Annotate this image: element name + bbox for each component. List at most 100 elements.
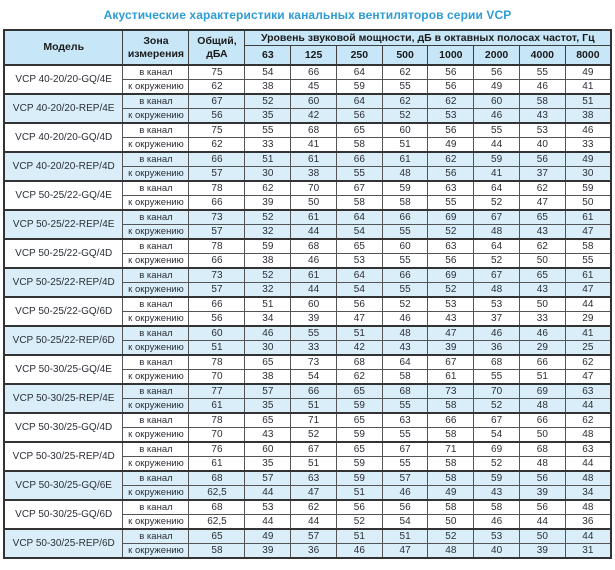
band-value: 60: [381, 122, 429, 138]
band-value: 58: [473, 499, 520, 515]
band-value: 58: [335, 137, 383, 153]
band-value: 58: [335, 195, 383, 211]
band-value: 51: [290, 456, 337, 472]
band-value: 33: [290, 340, 337, 356]
total-dba-value: 66: [188, 195, 246, 211]
model-name: VCP 50-25/22-GQ/6D: [3, 296, 124, 327]
table-row: VCP 50-30/25-GQ/4D в канал 78 65 71 65 63 66 67 6…: [3, 412, 612, 443]
model-name: VCP 40-20/20-GQ/4D: [3, 122, 124, 153]
band-value: 31: [564, 543, 612, 559]
table-row: к окружению 58 39 36 46 47 48 40 39 31: [4, 543, 612, 559]
header-row-frequencies: 63 125 250 500 1000 2000 4000 8000: [4, 45, 612, 66]
band-value: 70: [290, 180, 337, 196]
band-value: 66: [518, 412, 566, 428]
table-row: к окружению 56 34 39 47 46 43 37 33 29: [4, 311, 612, 327]
band-value: 51: [244, 296, 292, 312]
band-value: 58: [427, 427, 475, 443]
band-value: 32: [244, 282, 292, 298]
column-header-octave-bands: Уровень звуковой мощности, дБ в октавных…: [244, 29, 612, 46]
total-dba-value: 57: [188, 166, 246, 182]
table-row: VCP 50-30/25-REP/4D в канал 76 60 67 65 67 71 69…: [3, 441, 612, 472]
band-value: 58: [381, 369, 429, 385]
band-value: 56: [381, 499, 429, 515]
band-value: 51: [335, 325, 383, 341]
band-value: 29: [518, 340, 566, 356]
total-dba-value: 78: [188, 180, 246, 196]
band-value: 57: [244, 470, 292, 486]
band-value: 33: [244, 137, 292, 153]
band-value: 56: [427, 79, 475, 95]
band-value: 55: [381, 253, 429, 269]
total-dba-value: 70: [188, 369, 246, 385]
band-value: 44: [473, 137, 520, 153]
band-value: 52: [473, 195, 520, 211]
band-value: 62: [518, 238, 566, 254]
band-value: 67: [427, 354, 475, 370]
zone-label-in-channel: в канал: [122, 499, 190, 515]
band-value: 55: [244, 122, 292, 138]
band-value: 58: [427, 456, 475, 472]
band-value: 43: [518, 108, 566, 124]
band-value: 46: [244, 325, 292, 341]
band-value: 51: [335, 485, 383, 501]
band-value: 64: [473, 180, 520, 196]
model-name: VCP 50-25/22-REP/4E: [3, 209, 124, 240]
band-value: 44: [290, 224, 337, 240]
band-value: 67: [473, 267, 520, 283]
zone-label-to-ambient: к окружению: [122, 398, 190, 414]
band-value: 65: [244, 412, 292, 428]
band-value: 62: [427, 151, 475, 167]
model-name: VCP 40-20/20-REP/4D: [3, 151, 124, 182]
band-value: 52: [473, 253, 520, 269]
band-value: 30: [244, 166, 292, 182]
total-dba-value: 76: [188, 441, 246, 457]
zone-label-to-ambient: к окружению: [122, 224, 190, 240]
band-value: 62: [290, 499, 337, 515]
zone-label-to-ambient: к окружению: [122, 282, 190, 298]
zone-label-in-channel: в канал: [122, 238, 190, 254]
band-value: 55: [290, 325, 337, 341]
total-dba-value: 60: [188, 325, 246, 341]
band-value: 48: [381, 166, 429, 182]
zone-label-in-channel: в канал: [122, 122, 190, 138]
band-value: 38: [244, 79, 292, 95]
column-header-total-dba: Общий, дБА: [188, 29, 246, 66]
band-value: 60: [290, 296, 337, 312]
band-value: 48: [564, 499, 612, 515]
band-value: 52: [244, 267, 292, 283]
table-row: к окружению 57 32 44 54 55 52 48 43 47: [4, 224, 612, 240]
band-value: 55: [473, 369, 520, 385]
band-value: 65: [244, 354, 292, 370]
zone-label-to-ambient: к окружению: [122, 311, 190, 327]
total-dba-value: 61: [188, 398, 246, 414]
band-value: 56: [518, 499, 566, 515]
zone-label-to-ambient: к окружению: [122, 166, 190, 182]
table-row: VCP 50-30/25-GQ/6E в канал 68 57 63 59 57 58 59 5…: [3, 470, 612, 501]
band-value: 69: [427, 209, 475, 225]
model-name: VCP 50-30/25-GQ/4E: [3, 354, 124, 385]
band-value: 63: [381, 412, 429, 428]
band-value: 66: [290, 64, 337, 80]
band-value: 49: [427, 485, 475, 501]
band-value: 46: [518, 79, 566, 95]
band-value: 65: [518, 209, 566, 225]
band-value: 57: [381, 470, 429, 486]
band-value: 53: [473, 528, 520, 544]
band-value: 52: [473, 398, 520, 414]
band-value: 61: [290, 209, 337, 225]
band-value: 59: [381, 180, 429, 196]
band-value: 62: [427, 93, 475, 109]
band-value: 53: [518, 122, 566, 138]
band-value: 39: [427, 340, 475, 356]
band-value: 60: [290, 93, 337, 109]
band-value: 59: [473, 151, 520, 167]
band-value: 54: [381, 514, 429, 530]
band-value: 64: [335, 64, 383, 80]
band-value: 58: [518, 93, 566, 109]
band-value: 55: [335, 166, 383, 182]
zone-label-in-channel: в канал: [122, 267, 190, 283]
band-value: 50: [427, 514, 475, 530]
band-value: 46: [564, 122, 612, 138]
band-value: 52: [381, 296, 429, 312]
band-value: 47: [564, 369, 612, 385]
